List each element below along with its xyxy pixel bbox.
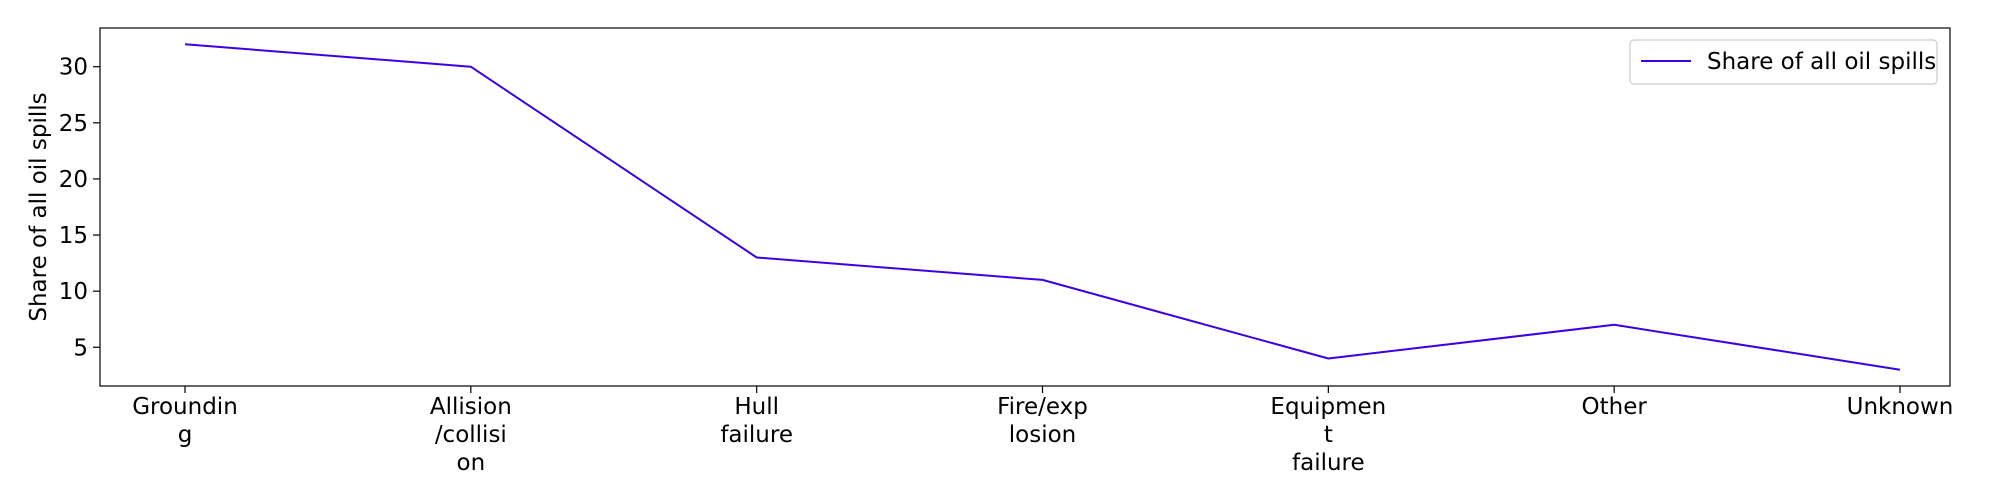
y-tick-label: 15 [59,223,88,249]
x-tick-label: Groundin g [132,394,238,448]
series-line [184,43,1901,371]
x-tick-label: Other [1582,394,1648,420]
y-axis-label: Share of all oil spills [26,92,52,321]
x-axis: Groundin g Allision/collisi on Hull failure Fi… [132,386,1953,476]
y-tick-label: 30 [59,55,88,81]
x-tick-label: Fire/exp losion [997,394,1088,448]
plot-area [99,27,1951,387]
series-group [184,43,1901,371]
legend-box [1629,39,1938,85]
y-tick-label: 25 [59,111,88,137]
x-tick-label: Equipmen t failure [1270,394,1386,476]
y-axis: 5 10 15 20 25 30 [59,55,100,361]
x-tick-label: Allision/collisi on [430,394,512,476]
x-tick-label: Unknown [1847,394,1954,420]
x-tick-label: Hull failure [720,394,793,448]
legend: Share of all oil spills [1629,39,1938,85]
y-tick-label: 5 [73,335,88,361]
y-tick-label: 10 [59,279,88,305]
legend-label: Share of all oil spills [1707,49,1936,75]
y-tick-label: 20 [59,167,88,193]
